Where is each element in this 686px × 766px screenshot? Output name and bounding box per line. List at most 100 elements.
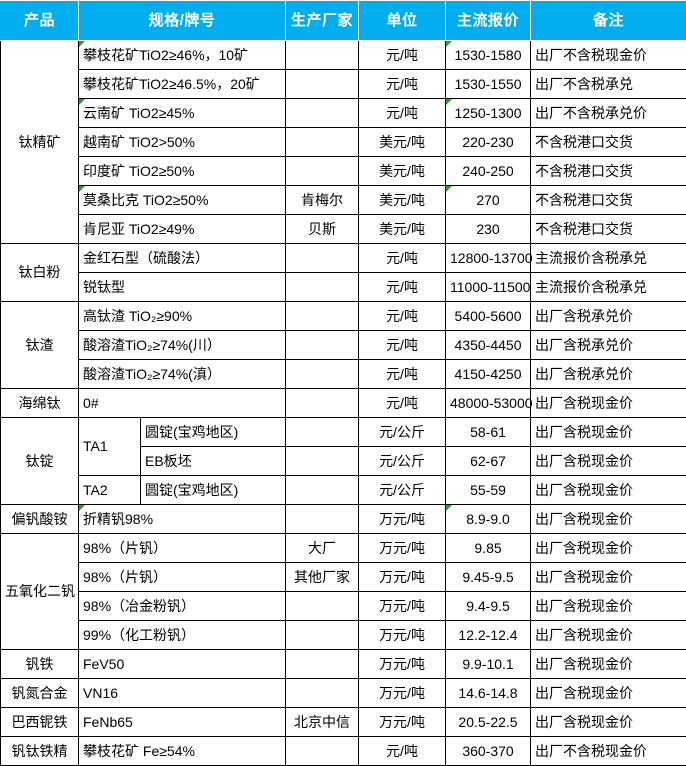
manufacturer-cell (286, 418, 359, 447)
manufacturer-cell (286, 302, 359, 331)
grade-cell: TA1 (79, 418, 141, 476)
price-cell: 48000-53000 (446, 389, 531, 418)
price-cell: 9.9-10.1 (446, 650, 531, 679)
manufacturer-cell (286, 737, 359, 766)
manufacturer-cell (286, 592, 359, 621)
spec-cell: 越南矿 TiO2>50% (79, 128, 286, 157)
manufacturer-cell: 其他厂家 (286, 563, 359, 592)
price-cell: 9.45-9.5 (446, 563, 531, 592)
price-cell: 230 (446, 215, 531, 244)
product-name-cell: 钛精矿 (1, 41, 79, 244)
unit-cell: 元/公斤 (359, 447, 446, 476)
spec-cell: 莫桑比克 TiO2≥50% (79, 186, 286, 215)
remark-cell: 主流报价含税承兑 (531, 273, 686, 302)
price-cell: 9.4-9.5 (446, 592, 531, 621)
remark-cell: 出厂含税承兑价 (531, 360, 686, 389)
remark-cell: 出厂含税现金价 (531, 563, 686, 592)
manufacturer-cell (286, 157, 359, 186)
remark-cell: 出厂含税承兑价 (531, 331, 686, 360)
spec-cell: 锐钛型 (79, 273, 286, 302)
spec-cell: FeV50 (79, 650, 286, 679)
price-cell: 240-250 (446, 157, 531, 186)
spec-cell: 攀枝花矿 Fe≥54% (79, 737, 286, 766)
price-cell: 5400-5600 (446, 302, 531, 331)
remark-cell: 出厂含税现金价 (531, 621, 686, 650)
table-header: 产品 规格/牌号 生产厂家 单位 主流报价 备注 (1, 1, 686, 41)
manufacturer-cell (286, 128, 359, 157)
remark-cell: 出厂含税承兑价 (531, 302, 686, 331)
spec-cell: 98%（片钒） (79, 534, 286, 563)
unit-cell: 元/吨 (359, 70, 446, 99)
spec-cell: 印度矿 TiO2≥50% (79, 157, 286, 186)
product-name-cell: 钒铁 (1, 650, 79, 679)
spec-cell: 圆锭(宝鸡地区) (141, 476, 286, 505)
spec-cell: 圆锭(宝鸡地区) (141, 418, 286, 447)
manufacturer-cell: 大厂 (286, 534, 359, 563)
price-cell: 14.6-14.8 (446, 679, 531, 708)
product-name-cell: 钛渣 (1, 302, 79, 389)
price-cell: 1250-1300 (446, 99, 531, 128)
manufacturer-cell (286, 476, 359, 505)
spec-cell: 金红石型（硫酸法） (79, 244, 286, 273)
unit-cell: 元/吨 (359, 244, 446, 273)
cell-flag-icon (446, 41, 452, 47)
unit-cell: 美元/吨 (359, 157, 446, 186)
unit-cell: 元/吨 (359, 273, 446, 302)
price-cell: 9.85 (446, 534, 531, 563)
unit-cell: 元/吨 (359, 302, 446, 331)
spec-cell: 攀枝花矿TiO2≥46%，10矿 (79, 41, 286, 70)
remark-cell: 主流报价含税承兑 (531, 244, 686, 273)
unit-cell: 元/吨 (359, 360, 446, 389)
price-cell: 270 (446, 186, 531, 215)
unit-cell: 万元/吨 (359, 592, 446, 621)
manufacturer-cell (286, 273, 359, 302)
spec-cell: 0# (79, 389, 286, 418)
remark-cell: 出厂含税现金价 (531, 505, 686, 534)
column-header-spec: 规格/牌号 (79, 1, 286, 41)
unit-cell: 美元/吨 (359, 128, 446, 157)
column-header-remark: 备注 (531, 1, 686, 41)
manufacturer-cell (286, 389, 359, 418)
price-cell: 4350-4450 (446, 331, 531, 360)
manufacturer-cell (286, 447, 359, 476)
manufacturer-cell (286, 679, 359, 708)
price-cell: 220-230 (446, 128, 531, 157)
remark-cell: 出厂不含税现金价 (531, 737, 686, 766)
unit-cell: 万元/吨 (359, 708, 446, 737)
price-cell: 58-61 (446, 418, 531, 447)
manufacturer-cell (286, 41, 359, 70)
column-header-product: 产品 (1, 1, 79, 41)
manufacturer-cell (286, 621, 359, 650)
product-name-cell: 五氧化二钒 (1, 534, 79, 650)
price-cell: 1530-1550 (446, 70, 531, 99)
spec-cell: EB板坯 (141, 447, 286, 476)
product-name-cell: 钛白粉 (1, 244, 79, 302)
spec-cell: 攀枝花矿TiO2≥46.5%，20矿 (79, 70, 286, 99)
remark-cell: 出厂含税现金价 (531, 650, 686, 679)
spec-cell: 98%（片钒） (79, 563, 286, 592)
column-header-unit: 单位 (359, 1, 446, 41)
manufacturer-cell (286, 70, 359, 99)
unit-cell: 万元/吨 (359, 534, 446, 563)
remark-cell: 不含税港口交货 (531, 186, 686, 215)
grade-cell: TA2 (79, 476, 141, 505)
manufacturer-cell (286, 99, 359, 128)
manufacturer-cell: 肯梅尔 (286, 186, 359, 215)
spec-cell: 酸溶渣TiO₂≥74%(滇） (79, 360, 286, 389)
spec-cell: VN16 (79, 679, 286, 708)
